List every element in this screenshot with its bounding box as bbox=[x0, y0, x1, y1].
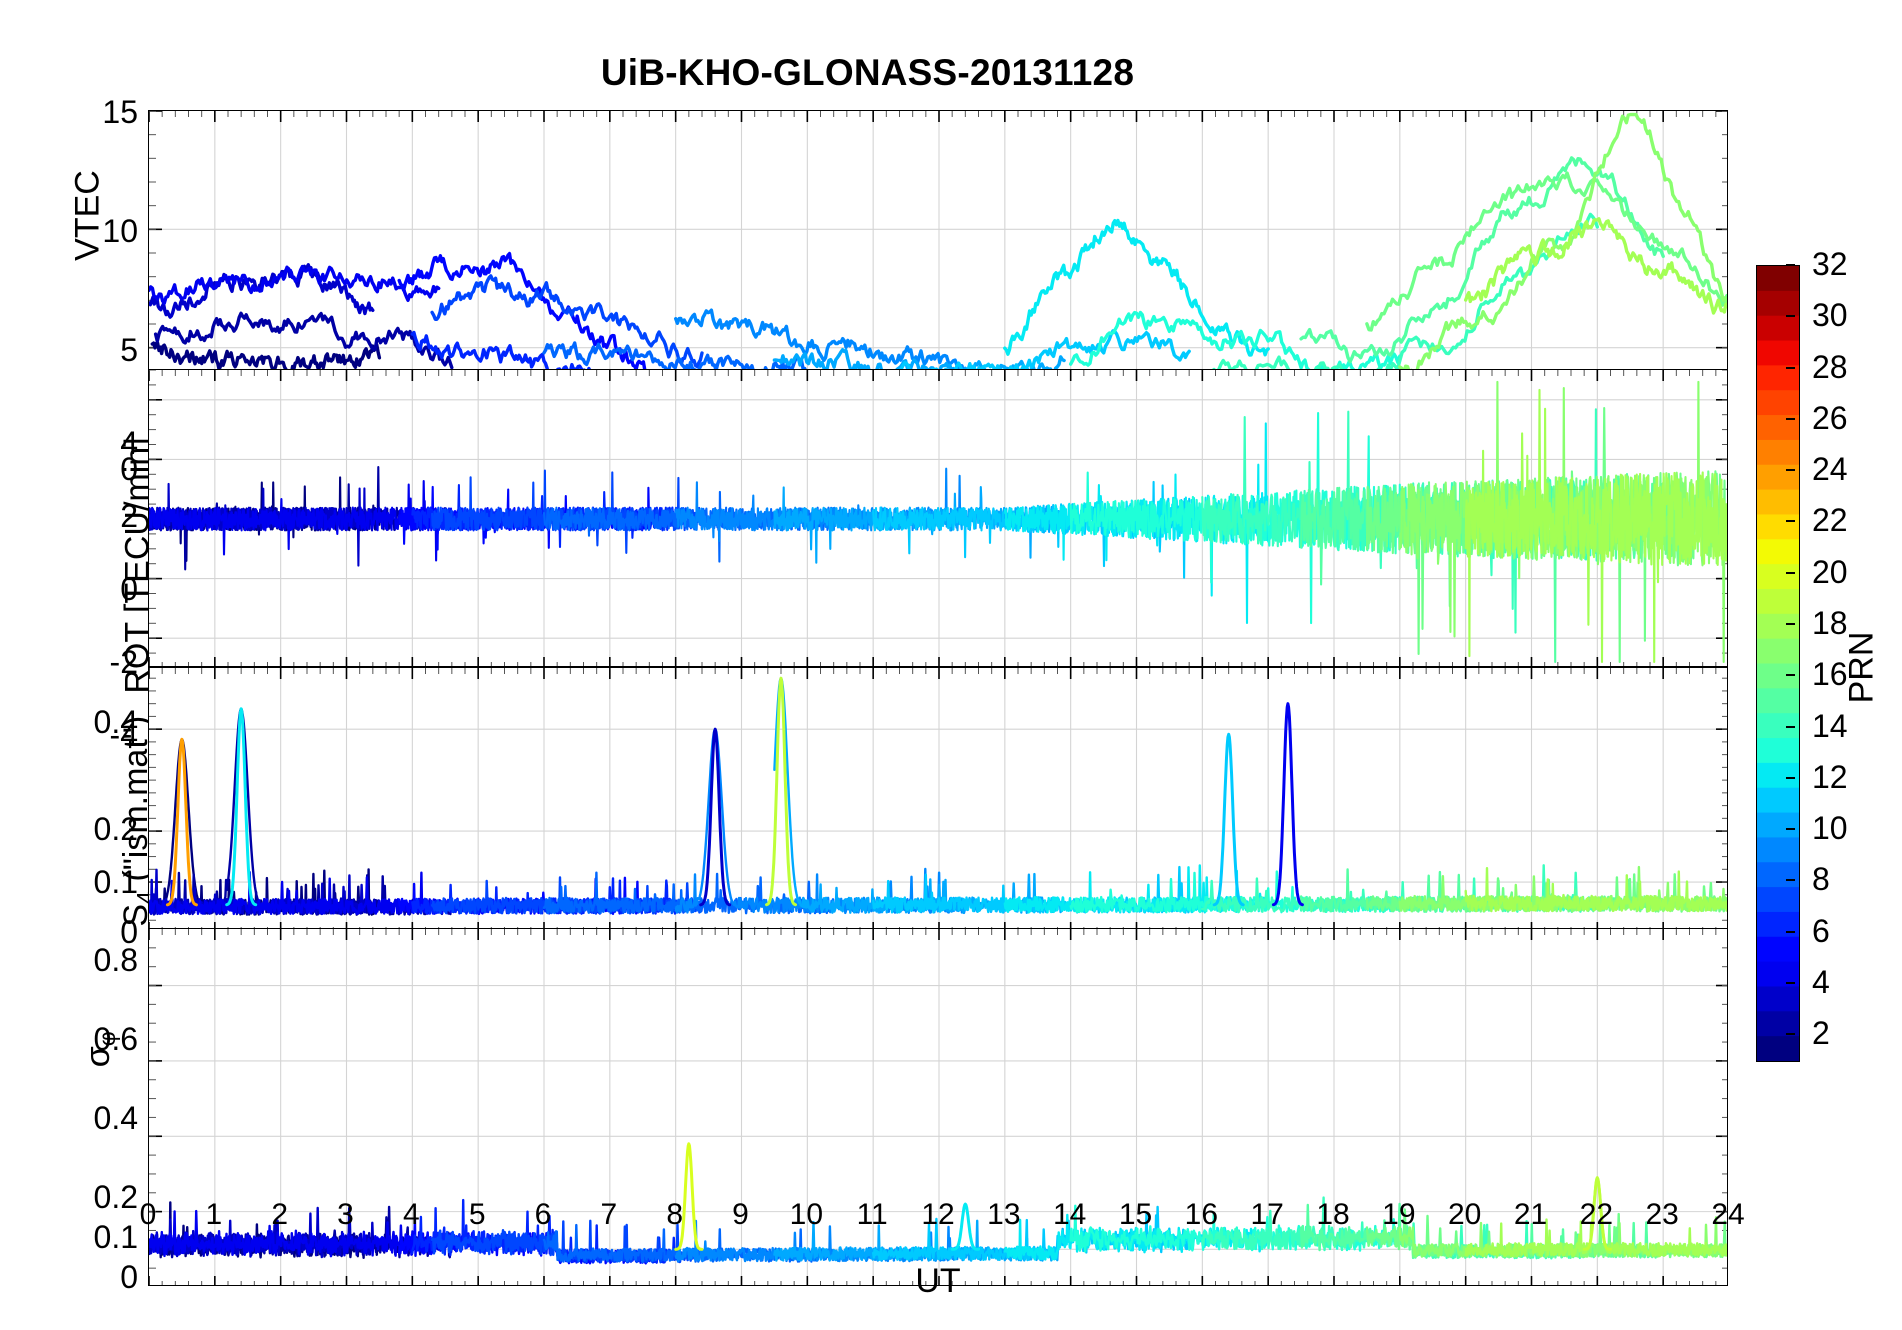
colorbar-tick-4: 4 bbox=[1812, 964, 1830, 1001]
x-tick-4: 4 bbox=[402, 1198, 420, 1231]
x-tick-0: 0 bbox=[139, 1198, 157, 1231]
colorbar-tick-28: 28 bbox=[1812, 348, 1848, 385]
s4-ytick-0.1: 0.1 bbox=[93, 864, 138, 900]
x-tick-1: 1 bbox=[205, 1198, 223, 1231]
colorbar-tick-14: 14 bbox=[1812, 707, 1848, 744]
colorbar-tick-20: 20 bbox=[1812, 553, 1848, 590]
rot-ytick--4: -4 bbox=[109, 717, 138, 753]
colorbar-tickmark-16 bbox=[1786, 674, 1795, 677]
colorbar-tickmark-20 bbox=[1786, 571, 1795, 574]
x-tick-15: 15 bbox=[1118, 1198, 1153, 1231]
rot-ytick-2: 2 bbox=[120, 498, 138, 534]
sigma-ytick-0.1: 0.1 bbox=[93, 1219, 138, 1255]
vtec-ytick-10: 10 bbox=[102, 213, 138, 249]
s4-ytick-0.4: 0.4 bbox=[93, 704, 138, 740]
rot-ytick--2: -2 bbox=[109, 644, 138, 680]
colorbar-tick-10: 10 bbox=[1812, 810, 1848, 847]
x-tick-17: 17 bbox=[1250, 1198, 1284, 1231]
s4-panel bbox=[148, 667, 1728, 932]
x-tick-20: 20 bbox=[1447, 1198, 1482, 1231]
x-tick-11: 11 bbox=[856, 1198, 888, 1231]
colorbar-tickmark-6 bbox=[1786, 930, 1795, 933]
sigma-ytick-0.2: 0.2 bbox=[93, 1179, 138, 1215]
rot-ytick-0: 0 bbox=[120, 571, 138, 607]
x-tick-14: 14 bbox=[1052, 1198, 1087, 1231]
sigma-ytick-0: 0 bbox=[120, 1259, 138, 1295]
colorbar-tickmark-4 bbox=[1786, 982, 1795, 985]
colorbar-tickmark-28 bbox=[1786, 366, 1795, 369]
colorbar-tick-18: 18 bbox=[1812, 605, 1848, 642]
s4-ytick-0: 0 bbox=[120, 914, 138, 950]
colorbar-tickmark-26 bbox=[1786, 417, 1795, 420]
x-tick-18: 18 bbox=[1316, 1198, 1350, 1231]
x-tick-19: 19 bbox=[1382, 1198, 1416, 1231]
colorbar-tick-2: 2 bbox=[1812, 1015, 1830, 1052]
colorbar-tick-12: 12 bbox=[1812, 758, 1848, 795]
colorbar-tickmark-22 bbox=[1786, 520, 1795, 523]
x-tick-23: 23 bbox=[1645, 1198, 1679, 1231]
colorbar-tickmark-14 bbox=[1786, 725, 1795, 728]
colorbar-tickmark-2 bbox=[1786, 1033, 1795, 1036]
x-tick-13: 13 bbox=[987, 1198, 1021, 1231]
colorbar-tickmark-10 bbox=[1786, 828, 1795, 831]
colorbar-tickmark-30 bbox=[1786, 315, 1795, 318]
sigma-ytick-0.8: 0.8 bbox=[93, 942, 138, 978]
colorbar-tickmark-8 bbox=[1786, 879, 1795, 882]
x-tick-24: 24 bbox=[1711, 1198, 1745, 1231]
x-tick-22: 22 bbox=[1579, 1198, 1614, 1231]
rot-ytick-4: 4 bbox=[120, 425, 138, 461]
colorbar-tick-30: 30 bbox=[1812, 297, 1848, 334]
x-tick-8: 8 bbox=[666, 1198, 683, 1231]
colorbar-tick-22: 22 bbox=[1812, 502, 1848, 539]
colorbar-tickmark-24 bbox=[1786, 469, 1795, 472]
prn-colorbar bbox=[1756, 265, 1800, 1062]
colorbar-tick-32: 32 bbox=[1812, 246, 1848, 282]
sigma-ytick-0.6: 0.6 bbox=[93, 1021, 138, 1057]
colorbar-tick-8: 8 bbox=[1812, 861, 1830, 898]
x-tick-10: 10 bbox=[789, 1198, 824, 1231]
rot-panel bbox=[148, 369, 1728, 667]
sigma-phi-panel bbox=[148, 928, 1728, 1286]
x-tick-9: 9 bbox=[732, 1198, 749, 1231]
x-axis-label: UT bbox=[915, 1262, 961, 1300]
s4-ytick-0.2: 0.2 bbox=[93, 811, 138, 847]
x-tick-6: 6 bbox=[534, 1198, 552, 1231]
x-tick-12: 12 bbox=[921, 1198, 955, 1231]
colorbar-label: PRN bbox=[1842, 631, 1881, 704]
colorbar-tick-26: 26 bbox=[1812, 399, 1848, 436]
x-tick-5: 5 bbox=[468, 1198, 486, 1231]
colorbar-tickmark-12 bbox=[1786, 776, 1795, 779]
x-tick-7: 7 bbox=[600, 1198, 618, 1231]
vtec-ytick-15: 15 bbox=[102, 94, 138, 130]
x-tick-16: 16 bbox=[1184, 1198, 1219, 1231]
colorbar-tickmark-32 bbox=[1786, 264, 1795, 266]
colorbar-tickmark-18 bbox=[1786, 623, 1795, 626]
colorbar-tick-24: 24 bbox=[1812, 451, 1848, 488]
vtec-ytick-0: 0 bbox=[120, 451, 138, 487]
x-tick-3: 3 bbox=[337, 1198, 354, 1231]
sigma-ytick-0.4: 0.4 bbox=[93, 1100, 138, 1136]
colorbar-tick-16: 16 bbox=[1812, 656, 1848, 693]
page-title: UiB-KHO-GLONASS-20131128 bbox=[600, 52, 1135, 93]
colorbar-tick-6: 6 bbox=[1812, 912, 1830, 949]
x-tick-2: 2 bbox=[271, 1198, 288, 1231]
x-tick-21: 21 bbox=[1513, 1198, 1548, 1231]
vtec-ytick-5: 5 bbox=[120, 332, 138, 368]
